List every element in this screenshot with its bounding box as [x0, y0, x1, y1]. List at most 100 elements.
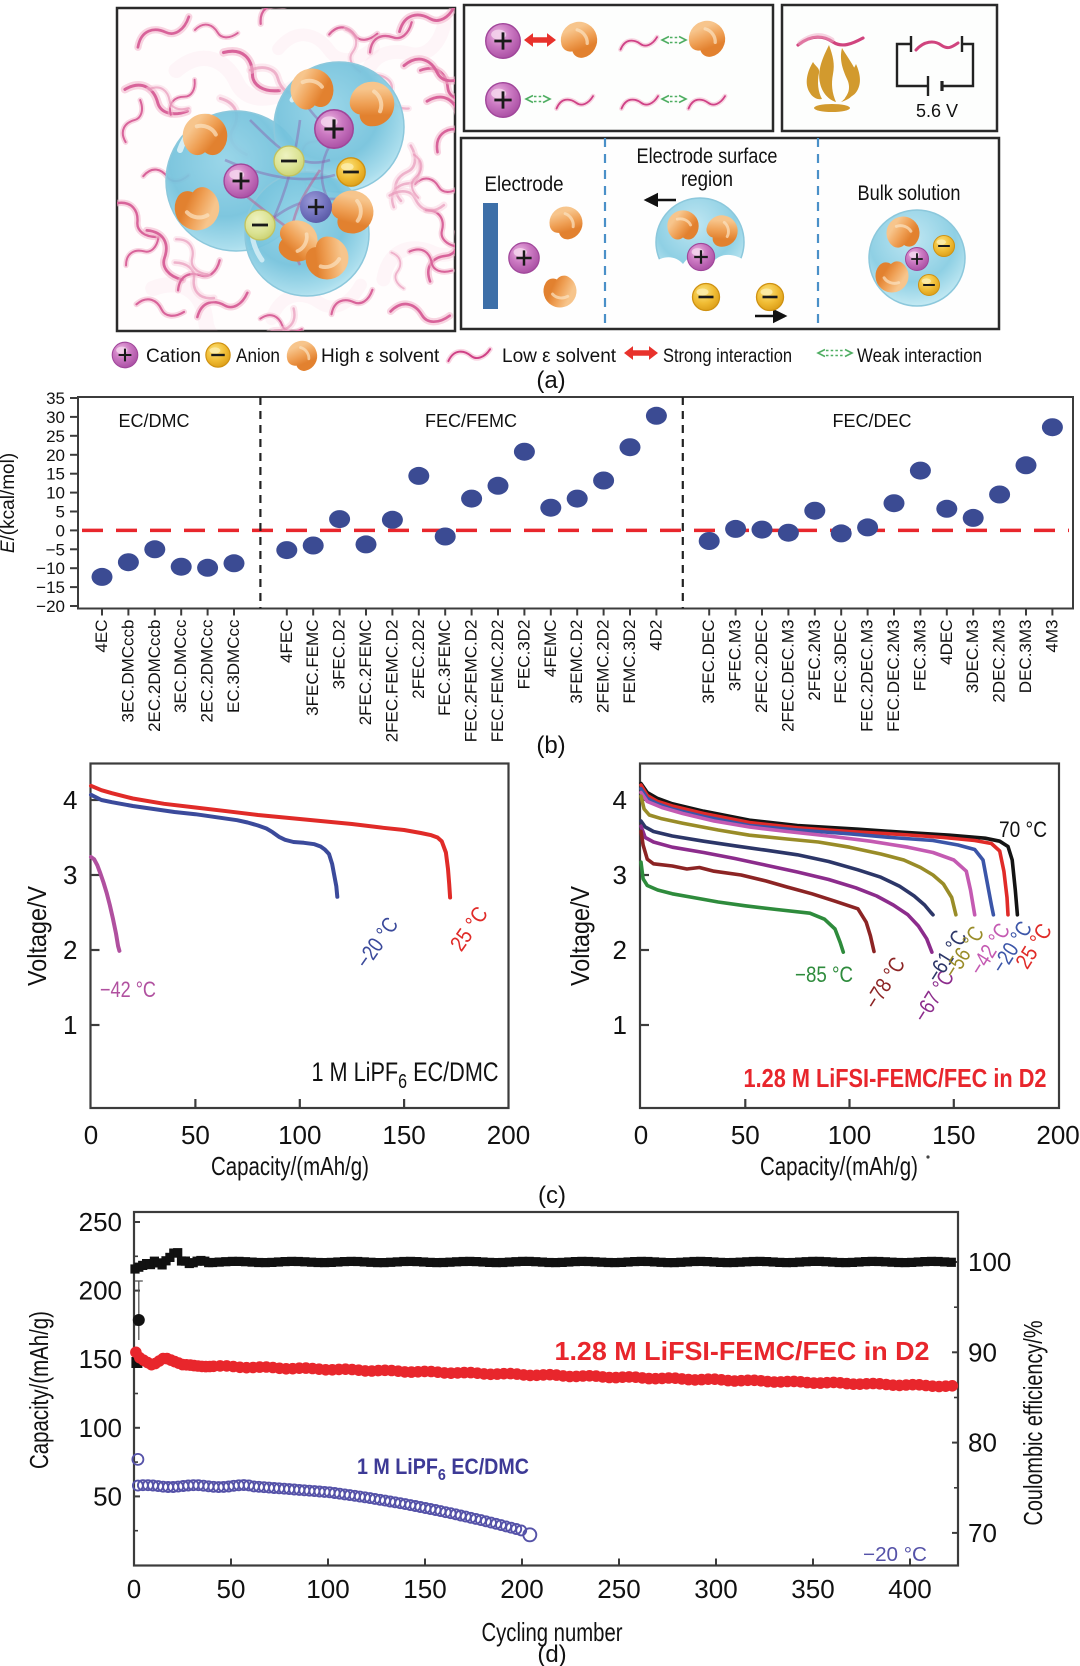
- svg-text:20: 20: [46, 446, 65, 465]
- svg-text:(c): (c): [538, 1182, 566, 1209]
- svg-text:2EC.2DMCccb: 2EC.2DMCccb: [145, 620, 164, 732]
- svg-text:Capacity/(mAh/g): Capacity/(mAh/g): [24, 1311, 54, 1469]
- svg-text:EC.3DMCcc: EC.3DMCcc: [224, 619, 243, 713]
- svg-text:4: 4: [613, 785, 627, 815]
- svg-text:FEC.FEMC.2D2: FEC.FEMC.2D2: [488, 620, 507, 743]
- svg-text:3: 3: [613, 860, 627, 890]
- svg-text:Weak interaction: Weak interaction: [857, 346, 982, 367]
- svg-text:150: 150: [403, 1574, 446, 1604]
- svg-text:−85 °C: −85 °C: [795, 962, 853, 987]
- svg-text:Capacity/(mAh/g): Capacity/(mAh/g): [760, 1151, 918, 1181]
- svg-text:90: 90: [968, 1337, 997, 1367]
- svg-text:4M3: 4M3: [1042, 620, 1061, 653]
- svg-text:250: 250: [597, 1574, 640, 1604]
- svg-text:200: 200: [79, 1276, 122, 1306]
- svg-text:4: 4: [63, 785, 77, 815]
- svg-text:4DEC: 4DEC: [937, 620, 956, 665]
- svg-text:Strong interaction: Strong interaction: [663, 346, 792, 367]
- svg-text:FEC.3FEMC: FEC.3FEMC: [435, 620, 454, 716]
- svg-text:150: 150: [932, 1120, 975, 1150]
- svg-text:−5: −5: [46, 540, 65, 559]
- svg-text:150: 150: [382, 1120, 425, 1150]
- svg-text:2EC.2DMCcc: 2EC.2DMCcc: [198, 619, 217, 722]
- svg-text:(d): (d): [537, 1641, 566, 1666]
- svg-text:(b): (b): [536, 732, 565, 759]
- svg-text:−15: −15: [36, 578, 65, 597]
- svg-text:2DEC.2M3: 2DEC.2M3: [990, 620, 1009, 703]
- svg-text:5: 5: [56, 503, 65, 522]
- svg-text:Voltage/V: Voltage/V: [565, 885, 595, 986]
- svg-text:50: 50: [217, 1574, 246, 1604]
- svg-text:3FEC.M3: 3FEC.M3: [726, 620, 745, 692]
- svg-text:0: 0: [56, 521, 65, 540]
- svg-text:Cation: Cation: [146, 346, 201, 367]
- svg-text:FEC.3M3: FEC.3M3: [910, 620, 929, 692]
- svg-text:1: 1: [63, 1010, 77, 1040]
- svg-text:3DEC.M3: 3DEC.M3: [963, 619, 982, 693]
- svg-text:3FEC.D2: 3FEC.D2: [330, 620, 349, 690]
- svg-text:FEC.2FEMC.D2: FEC.2FEMC.D2: [462, 620, 481, 743]
- svg-text:100: 100: [306, 1574, 349, 1604]
- svg-text:FEMC.3D2: FEMC.3D2: [620, 620, 639, 704]
- svg-text:FEC.3D2: FEC.3D2: [514, 620, 533, 690]
- svg-text:FEC/FEMC: FEC/FEMC: [425, 411, 517, 431]
- svg-text:0: 0: [84, 1120, 98, 1150]
- svg-text:30: 30: [46, 408, 65, 427]
- svg-text:Bulk solution: Bulk solution: [858, 182, 961, 205]
- svg-text:10: 10: [46, 484, 65, 503]
- svg-text:Voltage/V: Voltage/V: [22, 885, 52, 986]
- svg-text:3FEC.FEMC: 3FEC.FEMC: [303, 620, 322, 716]
- svg-text:200: 200: [1036, 1120, 1079, 1150]
- svg-text:E/(kcal/mol): E/(kcal/mol): [0, 453, 19, 553]
- svg-text:Electrode: Electrode: [485, 173, 564, 196]
- svg-text:100: 100: [278, 1120, 321, 1150]
- svg-text:80: 80: [968, 1428, 997, 1458]
- svg-text:100: 100: [968, 1247, 1011, 1277]
- svg-text:3EC.DMCccb: 3EC.DMCccb: [118, 620, 137, 723]
- svg-text:4FEMC: 4FEMC: [541, 620, 560, 678]
- svg-text:0: 0: [127, 1574, 141, 1604]
- svg-text:50: 50: [93, 1481, 122, 1511]
- svg-text:100: 100: [79, 1413, 122, 1443]
- svg-text:region: region: [681, 168, 733, 191]
- svg-text:High ε solvent: High ε solvent: [321, 346, 440, 367]
- svg-text:2FEC.DEC.M3: 2FEC.DEC.M3: [778, 620, 797, 732]
- svg-text:Electrode surface: Electrode surface: [637, 145, 778, 168]
- svg-text:−42 °C: −42 °C: [100, 977, 156, 1002]
- svg-text:70: 70: [968, 1518, 997, 1548]
- svg-text:(a): (a): [536, 367, 565, 394]
- svg-text:1.28 M LiFSI-FEMC/FEC in D2: 1.28 M LiFSI-FEMC/FEC in D2: [744, 1063, 1047, 1093]
- svg-text:4EC: 4EC: [92, 620, 111, 653]
- svg-text:DEC.3M3: DEC.3M3: [1016, 620, 1035, 694]
- svg-text:Cycling number: Cycling number: [482, 1617, 623, 1647]
- svg-text:2FEC.FEMC.D2: 2FEC.FEMC.D2: [382, 620, 401, 743]
- svg-text:3: 3: [63, 860, 77, 890]
- svg-text:2FEMC.2D2: 2FEMC.2D2: [594, 620, 613, 714]
- svg-text:250: 250: [79, 1207, 122, 1237]
- svg-text:FEC.2DEC.M3: FEC.2DEC.M3: [858, 620, 877, 732]
- svg-text:2FEC.2FEMC: 2FEC.2FEMC: [356, 620, 375, 726]
- svg-text:Low ε solvent: Low ε solvent: [502, 346, 617, 367]
- svg-text:3FEMC.D2: 3FEMC.D2: [567, 620, 586, 704]
- svg-text:400: 400: [888, 1574, 931, 1604]
- svg-text:Anion: Anion: [236, 346, 280, 367]
- svg-text:2FEC.2M3: 2FEC.2M3: [805, 620, 824, 701]
- svg-text:150: 150: [79, 1344, 122, 1374]
- svg-text:50: 50: [731, 1120, 760, 1150]
- svg-text:2: 2: [63, 935, 77, 965]
- svg-text:50: 50: [181, 1120, 210, 1150]
- svg-text:4D2: 4D2: [646, 620, 665, 651]
- svg-text:Coulombic efficiency/%: Coulombic efficiency/%: [1018, 1321, 1048, 1526]
- svg-text:2: 2: [613, 935, 627, 965]
- svg-text:3FEC.DEC: 3FEC.DEC: [699, 620, 718, 704]
- svg-text:350: 350: [791, 1574, 834, 1604]
- svg-text:100: 100: [828, 1120, 871, 1150]
- svg-text:2FEC.2D2: 2FEC.2D2: [409, 620, 428, 699]
- svg-text:4FEC: 4FEC: [277, 620, 296, 663]
- svg-text:−10: −10: [36, 559, 65, 578]
- svg-text:25: 25: [46, 427, 65, 446]
- svg-text:300: 300: [694, 1574, 737, 1604]
- svg-text:−20: −20: [36, 597, 65, 616]
- svg-text:1.28 M LiFSI-FEMC/FEC in D2: 1.28 M LiFSI-FEMC/FEC in D2: [555, 1336, 930, 1366]
- svg-text:−20 °C: −20 °C: [863, 1544, 927, 1566]
